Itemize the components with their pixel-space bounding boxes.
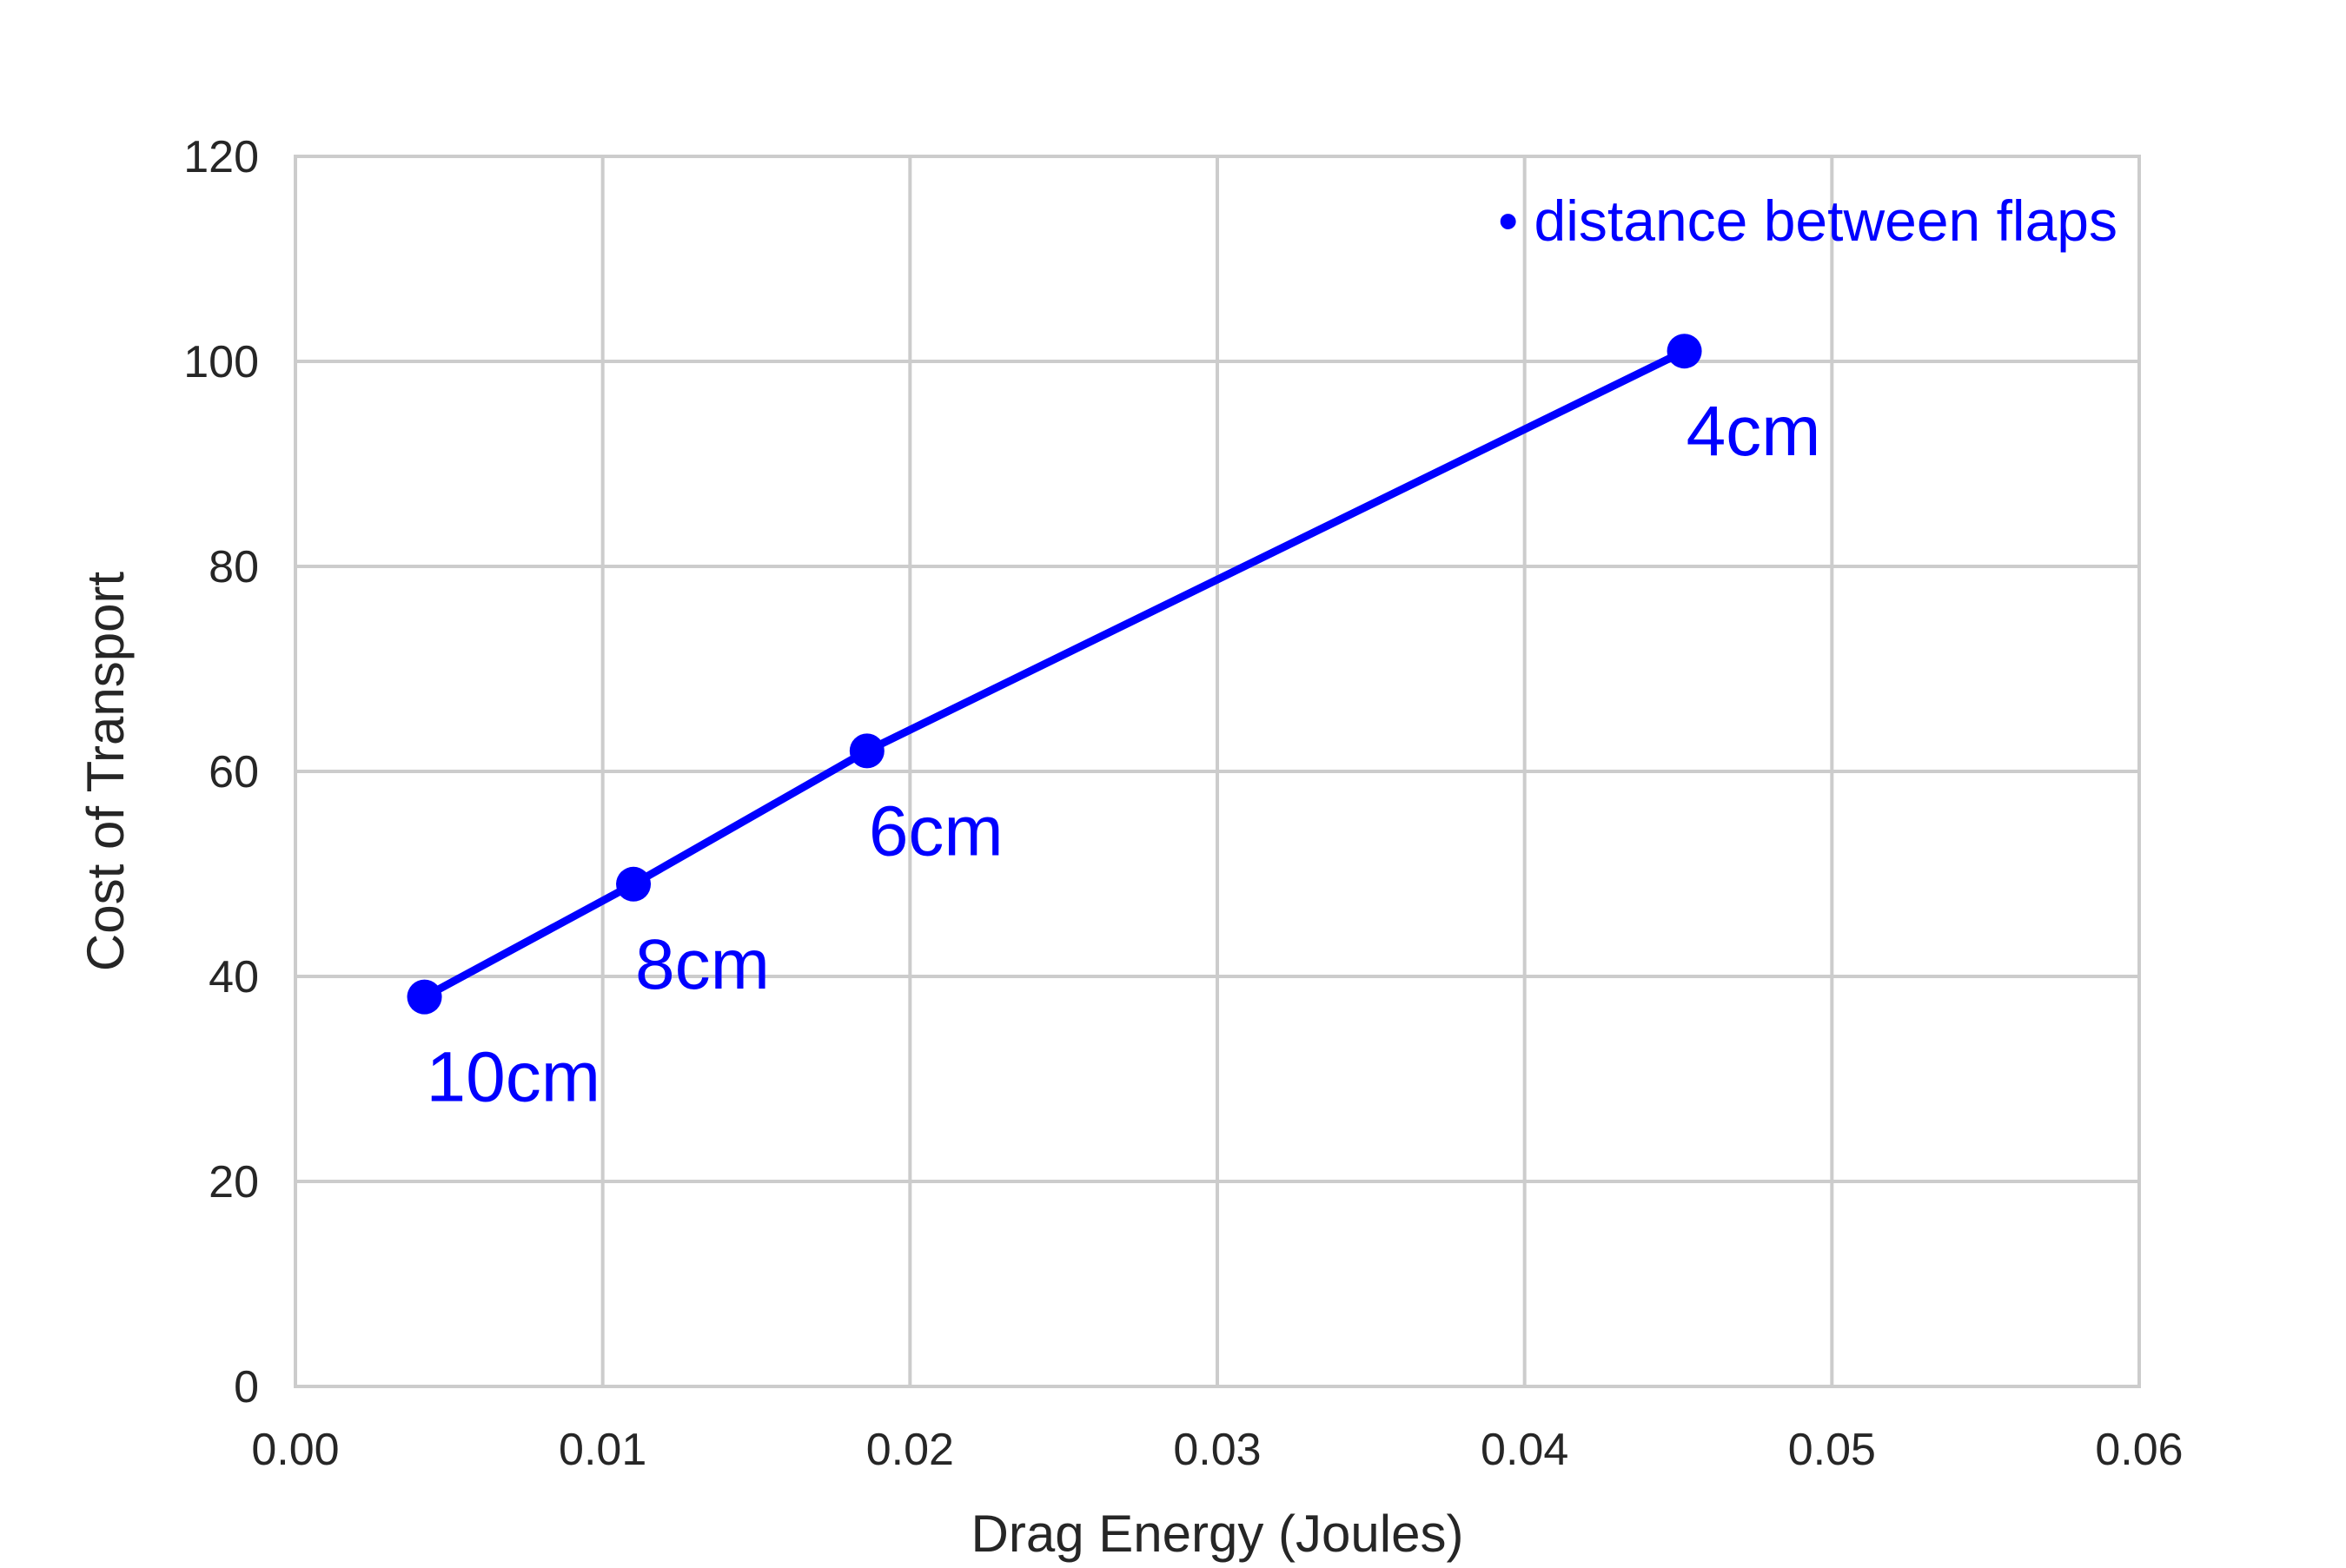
y-tick-label-2: 40 [209, 952, 259, 1002]
point-label-2: 6cm [869, 791, 1004, 870]
x-tick-label-6: 0.06 [2095, 1425, 2183, 1475]
y-tick-label-0: 0 [234, 1362, 259, 1413]
data-point-1 [616, 866, 652, 902]
y-tick-label-4: 80 [209, 542, 259, 592]
point-label-0: 10cm [427, 1038, 601, 1117]
x-tick-label-1: 0.01 [559, 1425, 646, 1475]
x-tick-label-4: 0.04 [1481, 1425, 1568, 1475]
plot-frame [294, 155, 2141, 1388]
y-tick-label-5: 100 [183, 337, 259, 387]
y-tick-label-3: 60 [209, 747, 259, 797]
series [407, 334, 1702, 1015]
y-tick-label-1: 20 [209, 1157, 259, 1207]
x-tick-label-3: 0.03 [1173, 1425, 1261, 1475]
x-axis-label: Drag Energy (Joules) [971, 1505, 1464, 1563]
legend-annotation: • distance between flaps [1498, 189, 2117, 253]
y-axis-label: Cost of Transport [76, 572, 135, 972]
tick-labels: 0.00 0.01 0.02 0.03 0.04 0.05 0.06 0 20 40 60 80 100… [183, 132, 2183, 1475]
x-tick-label-2: 0.02 [866, 1425, 954, 1475]
data-point-0 [407, 979, 442, 1015]
series-line-0 [421, 347, 1689, 1002]
data-point-2 [849, 733, 885, 769]
data-point-3 [1667, 334, 1702, 369]
point-label-3: 4cm [1687, 392, 1821, 471]
x-tick-label-5: 0.05 [1788, 1425, 1876, 1475]
y-tick-label-6: 120 [183, 132, 259, 182]
point-label-1: 8cm [635, 925, 770, 1004]
x-tick-label-0: 0.00 [251, 1425, 339, 1475]
point-labels: 10cm 8cm 6cm 4cm [427, 392, 1821, 1116]
